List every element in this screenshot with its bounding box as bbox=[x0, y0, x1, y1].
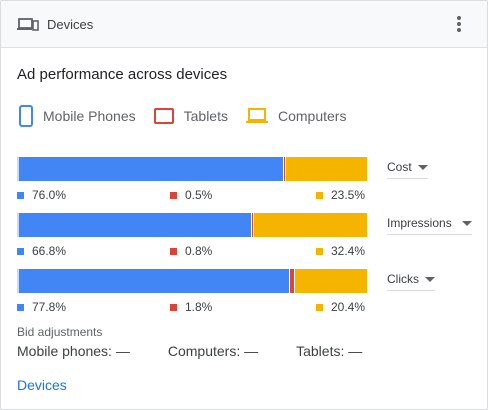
devices-icon bbox=[17, 16, 39, 32]
more-vert-icon[interactable] bbox=[447, 12, 471, 36]
metric-dropdown-clicks[interactable]: Clicks bbox=[387, 272, 435, 291]
bar-segment-tablets bbox=[251, 213, 254, 237]
stacked-bar bbox=[17, 213, 367, 237]
bar-segment-computers bbox=[286, 157, 367, 181]
legend-mobile: Mobile Phones bbox=[19, 105, 136, 127]
percent-mobile: 66.8% bbox=[17, 244, 66, 258]
legend-computers: Computers bbox=[245, 108, 347, 124]
legend-tablets: Tablets bbox=[153, 108, 228, 124]
percent-computers: 23.5% bbox=[316, 188, 365, 202]
percent-mobile: 77.8% bbox=[17, 300, 66, 314]
mobile-phone-icon bbox=[19, 105, 33, 127]
dropdown-label: Cost bbox=[387, 160, 412, 174]
percent-row: 66.8% 0.8% 32.4% bbox=[17, 244, 369, 258]
bar-segment-mobile bbox=[17, 269, 289, 293]
percent-mobile: 76.0% bbox=[17, 188, 66, 202]
dropdown-label: Impressions bbox=[387, 216, 452, 230]
dropdown-label: Clicks bbox=[387, 272, 419, 286]
stacked-bar bbox=[17, 157, 367, 181]
percent-computers: 20.4% bbox=[316, 300, 365, 314]
caret-down-icon bbox=[425, 276, 435, 282]
card-subtitle: Ad performance across devices bbox=[17, 66, 228, 83]
bar-segment-tablets bbox=[283, 157, 286, 181]
bar-segment-mobile bbox=[17, 157, 283, 181]
percent-tablets: 1.8% bbox=[170, 300, 212, 314]
caret-down-icon bbox=[417, 164, 428, 170]
bid-tablets: Tablets: — bbox=[296, 343, 363, 359]
bar-segment-mobile bbox=[17, 213, 251, 237]
metric-dropdown-impressions[interactable]: Impressions bbox=[387, 216, 472, 235]
percent-computers: 32.4% bbox=[316, 244, 365, 258]
legend-label-computers: Computers bbox=[277, 108, 347, 124]
bid-computers: Computers: — bbox=[167, 343, 259, 359]
percent-row: 76.0% 0.5% 23.5% bbox=[17, 188, 369, 202]
caret-down-icon bbox=[461, 220, 472, 226]
bid-mobile: Mobile phones: — bbox=[17, 343, 130, 359]
legend-label-tablets: Tablets bbox=[183, 108, 228, 124]
card-header: Devices bbox=[1, 1, 487, 48]
percent-row: 77.8% 1.8% 20.4% bbox=[17, 300, 369, 314]
tablet-icon bbox=[153, 108, 174, 124]
percent-tablets: 0.5% bbox=[170, 188, 212, 202]
bar-segment-tablets bbox=[289, 269, 295, 293]
bid-adjustments-label: Bid adjustments bbox=[17, 325, 103, 339]
device-legend: Mobile Phones Tablets Computers bbox=[19, 105, 364, 127]
stacked-bar bbox=[17, 269, 367, 293]
card-title: Devices bbox=[47, 16, 94, 32]
percent-tablets: 0.8% bbox=[170, 244, 212, 258]
devices-link[interactable]: Devices bbox=[17, 377, 67, 393]
bid-adjustments-row: Mobile phones: — Computers: — Tablets: — bbox=[17, 343, 400, 359]
metric-dropdown-cost[interactable]: Cost bbox=[387, 160, 428, 179]
computer-icon bbox=[245, 108, 268, 123]
bar-segment-computers bbox=[254, 213, 367, 237]
legend-label-mobile: Mobile Phones bbox=[43, 108, 136, 124]
bar-segment-computers bbox=[295, 269, 367, 293]
